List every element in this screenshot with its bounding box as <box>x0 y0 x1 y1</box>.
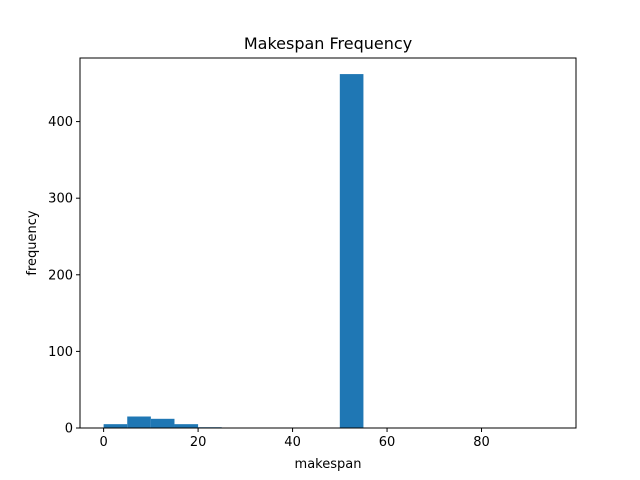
x-axis: 0 20 40 60 80 <box>99 428 490 450</box>
x-tick-label: 60 <box>379 435 396 450</box>
y-tick-label: 0 <box>65 422 73 437</box>
x-tick-label: 20 <box>190 435 207 450</box>
histogram-bar-2 <box>150 418 175 428</box>
y-tick-label: 200 <box>48 268 73 283</box>
x-tick-label: 80 <box>473 435 490 450</box>
x-axis-label: makespan <box>295 457 362 472</box>
histogram-bars <box>103 74 364 428</box>
x-tick-label: 0 <box>99 435 107 450</box>
y-tick-label: 400 <box>48 115 73 130</box>
x-tick-label: 40 <box>284 435 301 450</box>
histogram-bar-3 <box>174 424 199 428</box>
histogram-bar-0 <box>103 424 128 428</box>
histogram-bar-10 <box>339 74 364 428</box>
y-tick-label: 300 <box>48 192 73 207</box>
y-tick-label: 100 <box>48 345 73 360</box>
y-axis: 0 100 200 300 400 <box>48 115 80 437</box>
chart-title: Makespan Frequency <box>244 34 412 53</box>
y-axis-label: frequency <box>25 210 40 276</box>
histogram-bar-1 <box>127 416 151 428</box>
plot-frame <box>79 57 577 429</box>
